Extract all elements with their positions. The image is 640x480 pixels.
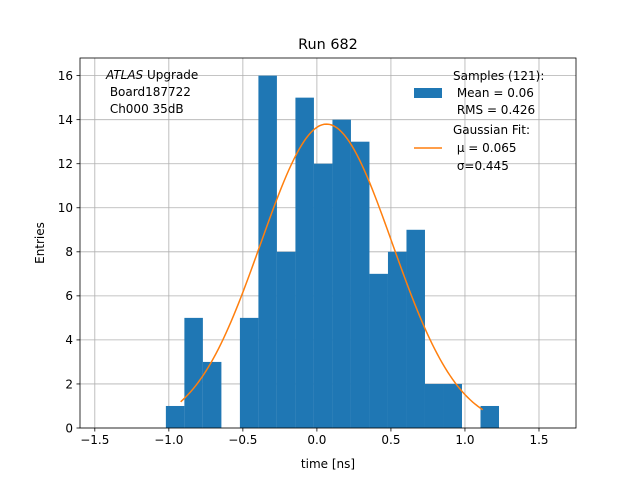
histogram-bar-6 [276, 251, 296, 428]
annotation-line-2: Board187722 [106, 85, 191, 99]
histogram-bar-7 [295, 97, 314, 429]
legend-fit-line-1: Gaussian Fit: [453, 123, 530, 137]
chart-title: Run 682 [298, 37, 358, 53]
x-tick-label-4: 0.5 [381, 433, 400, 447]
x-tick-label-6: 1.5 [529, 433, 548, 447]
y-tick-label-0: 0 [65, 421, 73, 435]
y-tick-label-8: 16 [58, 69, 73, 83]
y-tick-label-5: 10 [58, 201, 73, 215]
annotation-line-1: ATLAS Upgrade [105, 68, 198, 82]
histogram-bar-12 [387, 251, 407, 428]
x-axis-label: time [ns] [301, 457, 355, 471]
legend: Samples (121): Mean = 0.06 RMS = 0.426 G… [414, 69, 544, 173]
gaussian-fit [180, 123, 484, 411]
x-tick-label-5: 1.0 [455, 433, 474, 447]
legend-fit-line-3: σ=0.445 [453, 159, 509, 173]
atlas-annotation: ATLAS Upgrade Board187722 Ch000 35dB [105, 68, 198, 116]
y-tick-label-3: 6 [65, 289, 73, 303]
y-tick-label-2: 4 [65, 333, 73, 347]
histogram-bar-5 [258, 75, 277, 428]
legend-fit-line-2: μ = 0.065 [453, 141, 517, 155]
x-tick-label-2: −0.5 [228, 433, 257, 447]
y-tick-label-6: 12 [58, 157, 73, 171]
histogram-bar-9 [332, 119, 351, 429]
legend-samples-line-2: Mean = 0.06 [453, 86, 534, 100]
gaussian-fit-curve [180, 123, 484, 411]
histogram-bar-13 [406, 229, 425, 428]
axis-ticks: −1.5 −1.0 −0.5 0.0 0.5 1.0 1.5 0 2 4 6 8 10 12 14 16 [58, 69, 549, 447]
legend-samples-swatch [414, 88, 442, 98]
y-tick-label-1: 2 [65, 377, 73, 391]
x-tick-label-0: −1.5 [80, 433, 109, 447]
y-axis-label: Entries [33, 222, 47, 264]
y-tick-label-4: 8 [65, 245, 73, 259]
histogram-bar-4 [239, 317, 259, 428]
histogram-bar-15 [443, 383, 462, 428]
histogram-bar-14 [424, 383, 444, 428]
histogram-bars [165, 75, 500, 429]
histogram-bar-11 [369, 273, 388, 428]
legend-samples-line-1: Samples (121): [453, 69, 544, 83]
histogram-bar-1 [184, 317, 203, 428]
y-tick-label-7: 14 [58, 113, 73, 127]
annotation-line-3: Ch000 35dB [106, 102, 184, 116]
histogram-bar-17 [480, 405, 500, 428]
legend-samples-line-3: RMS = 0.426 [453, 103, 535, 117]
x-tick-label-3: 0.0 [307, 433, 326, 447]
annotation-upgrade: Upgrade [143, 68, 198, 82]
histogram-bar-10 [350, 141, 370, 428]
x-tick-label-1: −1.0 [154, 433, 183, 447]
histogram-bar-8 [313, 163, 333, 428]
histogram-bar-0 [165, 405, 185, 428]
histogram-bar-2 [202, 361, 222, 428]
plot-frame [79, 57, 577, 429]
annotation-atlas-italic: ATLAS [105, 68, 144, 82]
